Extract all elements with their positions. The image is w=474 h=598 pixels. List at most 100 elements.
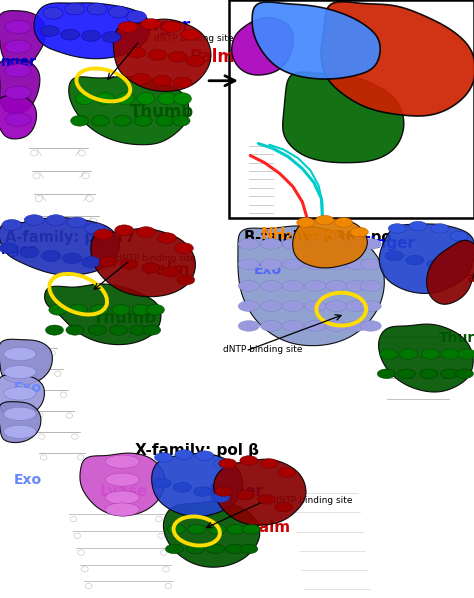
Polygon shape xyxy=(113,19,211,91)
Ellipse shape xyxy=(127,11,146,23)
Polygon shape xyxy=(34,3,150,59)
Ellipse shape xyxy=(4,365,36,379)
Ellipse shape xyxy=(71,115,89,126)
Ellipse shape xyxy=(177,274,195,285)
Ellipse shape xyxy=(102,32,121,42)
Ellipse shape xyxy=(137,93,155,105)
Ellipse shape xyxy=(96,93,114,105)
Text: Finger: Finger xyxy=(209,484,264,499)
Ellipse shape xyxy=(43,7,63,19)
Ellipse shape xyxy=(360,321,381,331)
Ellipse shape xyxy=(112,304,130,315)
Ellipse shape xyxy=(260,239,282,249)
Ellipse shape xyxy=(132,304,150,315)
Text: e: e xyxy=(1,39,10,54)
Ellipse shape xyxy=(360,280,381,291)
Ellipse shape xyxy=(49,304,67,315)
Ellipse shape xyxy=(304,280,326,291)
Text: X-family: pol β: X-family: pol β xyxy=(135,443,259,457)
Ellipse shape xyxy=(142,263,160,273)
Ellipse shape xyxy=(162,267,180,277)
Polygon shape xyxy=(0,375,45,417)
Polygon shape xyxy=(321,2,474,116)
Ellipse shape xyxy=(148,50,167,60)
Ellipse shape xyxy=(168,51,187,62)
Ellipse shape xyxy=(380,349,398,359)
Ellipse shape xyxy=(132,74,151,84)
Ellipse shape xyxy=(120,259,138,269)
Text: dNTP binding site: dNTP binding site xyxy=(273,496,352,505)
Ellipse shape xyxy=(420,369,438,379)
Text: Finger: Finger xyxy=(130,17,191,35)
Ellipse shape xyxy=(406,255,424,265)
Ellipse shape xyxy=(335,218,353,227)
Polygon shape xyxy=(91,228,195,297)
Ellipse shape xyxy=(105,491,139,504)
Ellipse shape xyxy=(360,239,381,249)
Ellipse shape xyxy=(141,19,161,29)
Ellipse shape xyxy=(105,503,139,516)
Ellipse shape xyxy=(196,451,214,460)
Ellipse shape xyxy=(127,47,146,58)
Ellipse shape xyxy=(167,524,185,534)
Polygon shape xyxy=(45,284,161,344)
Ellipse shape xyxy=(208,524,226,534)
Ellipse shape xyxy=(99,257,117,267)
Ellipse shape xyxy=(117,93,135,105)
Ellipse shape xyxy=(162,22,182,32)
Ellipse shape xyxy=(91,115,109,126)
Text: Exo: Exo xyxy=(254,263,282,277)
Ellipse shape xyxy=(4,347,36,361)
Ellipse shape xyxy=(105,473,139,486)
Ellipse shape xyxy=(186,56,205,66)
Ellipse shape xyxy=(137,227,155,237)
Ellipse shape xyxy=(115,225,134,236)
Ellipse shape xyxy=(0,243,18,254)
Polygon shape xyxy=(0,11,46,67)
Ellipse shape xyxy=(385,251,403,261)
Ellipse shape xyxy=(440,369,458,379)
Ellipse shape xyxy=(194,487,212,496)
Ellipse shape xyxy=(282,321,304,331)
Ellipse shape xyxy=(360,301,381,312)
Ellipse shape xyxy=(326,239,347,249)
Ellipse shape xyxy=(146,304,164,315)
Ellipse shape xyxy=(346,280,367,291)
Ellipse shape xyxy=(304,259,326,270)
Ellipse shape xyxy=(113,115,131,126)
Ellipse shape xyxy=(346,239,367,249)
Ellipse shape xyxy=(85,223,105,234)
Text: nger: nger xyxy=(1,243,37,257)
Ellipse shape xyxy=(282,259,304,270)
Text: nger: nger xyxy=(1,55,37,69)
Ellipse shape xyxy=(326,301,347,312)
Ellipse shape xyxy=(441,349,459,359)
Ellipse shape xyxy=(238,239,260,249)
Text: Lyase: Lyase xyxy=(100,484,148,499)
Text: B-family: RB69 po: B-family: RB69 po xyxy=(244,230,392,245)
Ellipse shape xyxy=(242,524,260,534)
Ellipse shape xyxy=(109,325,128,335)
Ellipse shape xyxy=(238,259,260,270)
Ellipse shape xyxy=(46,215,66,225)
Ellipse shape xyxy=(211,493,229,502)
Polygon shape xyxy=(283,72,404,163)
Ellipse shape xyxy=(260,259,282,270)
Ellipse shape xyxy=(304,301,326,312)
Text: Pa: Pa xyxy=(457,271,474,285)
Ellipse shape xyxy=(94,229,113,240)
Polygon shape xyxy=(252,2,380,79)
Ellipse shape xyxy=(181,29,201,40)
Polygon shape xyxy=(379,224,474,294)
Ellipse shape xyxy=(297,218,315,227)
Polygon shape xyxy=(0,402,41,443)
Ellipse shape xyxy=(326,321,347,331)
Polygon shape xyxy=(0,96,36,139)
Ellipse shape xyxy=(260,459,278,468)
Ellipse shape xyxy=(87,3,107,15)
Ellipse shape xyxy=(260,280,282,291)
Ellipse shape xyxy=(257,495,275,504)
Ellipse shape xyxy=(82,30,100,41)
Polygon shape xyxy=(0,339,53,385)
Text: Palm: Palm xyxy=(190,48,236,66)
